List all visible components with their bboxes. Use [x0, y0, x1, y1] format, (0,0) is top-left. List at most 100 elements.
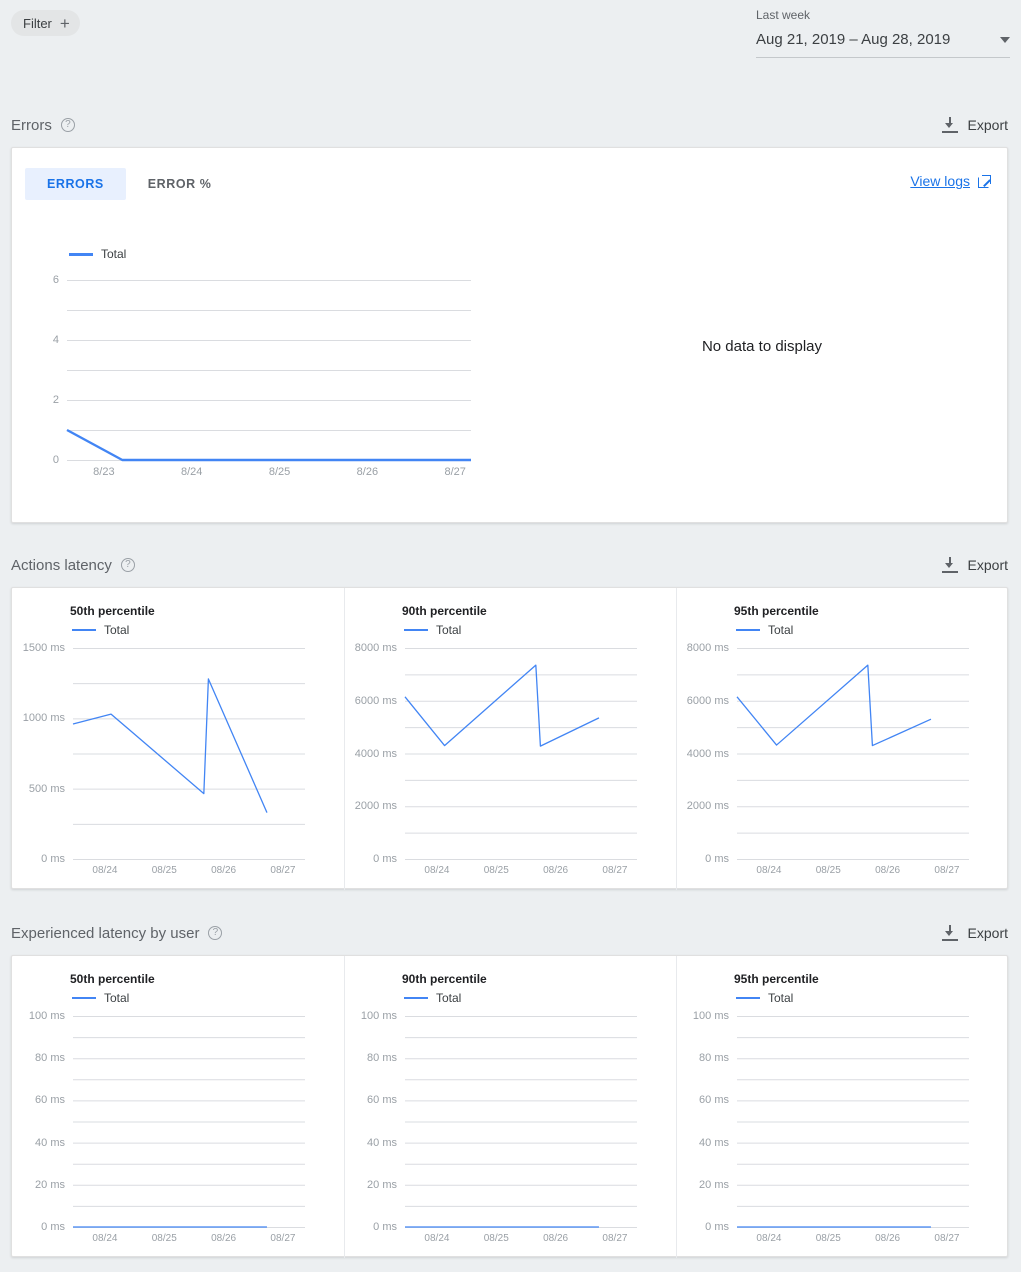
chart-plot-area	[404, 648, 637, 860]
date-range-label: Last week	[756, 8, 811, 22]
chart-user-p50: 50th percentile Total 0 ms 20 ms 40 ms 60 ms 8…	[12, 956, 344, 1258]
chart-legend: Total	[69, 247, 126, 261]
plus-icon: +	[59, 13, 70, 33]
x-axis-tick-label: 08/27	[602, 1233, 628, 1244]
legend-label: Total	[768, 991, 794, 1005]
x-axis-tick-label: 08/25	[815, 865, 841, 876]
chart-legend: Total	[404, 991, 461, 1005]
chart-plot-area	[737, 1016, 969, 1228]
x-axis-tick-label: 08/26	[211, 865, 237, 876]
chevron-down-icon[interactable]	[1000, 37, 1010, 43]
export-label: Export	[967, 925, 1008, 941]
y-axis-tick-label: 0 ms	[373, 1221, 397, 1233]
x-axis-tick-label: 08/27	[934, 1233, 960, 1244]
date-range-selector[interactable]: Last week Aug 21, 2019 – Aug 28, 2019	[756, 8, 1010, 58]
legend-swatch	[69, 252, 93, 256]
divider	[676, 588, 677, 890]
y-axis-tick-label: 100 ms	[360, 1010, 397, 1022]
y-axis-tick-label: 80 ms	[699, 1052, 729, 1065]
data-series-line	[66, 428, 471, 462]
chart-actions-p50: 50th percentile Total 0 ms 500 ms 1000 ms 150…	[12, 588, 344, 890]
y-axis-tick-label: 20 ms	[699, 1178, 729, 1191]
legend-swatch	[404, 997, 428, 999]
download-icon	[941, 557, 958, 573]
legend-swatch	[736, 629, 760, 631]
chart-legend: Total	[72, 623, 129, 637]
data-series-line	[72, 678, 268, 813]
x-axis-tick-label: 08/24	[756, 1233, 782, 1244]
date-range-value: Aug 21, 2019 – Aug 28, 2019	[756, 31, 951, 48]
x-axis-tick-label: 08/26	[543, 865, 569, 876]
chart-plot-area	[66, 280, 471, 462]
y-axis-tick-label: 8000 ms	[686, 642, 729, 654]
x-axis-tick-label: 08/27	[602, 865, 628, 876]
help-icon[interactable]: ?	[208, 926, 223, 940]
x-axis-tick-label: 8/25	[268, 466, 291, 478]
y-axis-tick-label: 2000 ms	[354, 800, 397, 813]
filter-label: Filter	[23, 15, 52, 31]
chart-title: 50th percentile	[70, 604, 155, 618]
chart-plot-area	[72, 648, 305, 860]
y-axis-tick-label: 1000 ms	[22, 712, 65, 725]
divider	[344, 956, 345, 1258]
export-button-errors[interactable]: Export	[941, 110, 1008, 140]
x-axis-tick-label: 08/24	[92, 865, 118, 876]
data-series-line	[736, 664, 932, 747]
legend-label: Total	[104, 991, 130, 1005]
y-axis-tick-label: 80 ms	[367, 1052, 397, 1065]
x-axis-tick-label: 08/24	[424, 1233, 450, 1244]
page-title-actions-latency: Actions latency	[11, 556, 112, 574]
legend-swatch	[72, 997, 96, 999]
x-axis-tick-label: 08/27	[270, 1233, 296, 1244]
y-axis-tick-label: 0 ms	[373, 853, 397, 865]
chart-title: 90th percentile	[402, 604, 487, 618]
data-series-line	[404, 664, 600, 747]
chart-title: 90th percentile	[402, 972, 487, 986]
view-logs-link[interactable]: View logs	[910, 173, 991, 189]
download-icon	[941, 117, 958, 133]
help-icon[interactable]: ?	[120, 558, 135, 572]
y-axis-tick-label: 100 ms	[692, 1010, 729, 1022]
x-axis-tick-label: 08/24	[92, 1233, 118, 1244]
x-axis-tick-label: 08/25	[483, 865, 509, 876]
date-range-field[interactable]: Aug 21, 2019 – Aug 28, 2019	[756, 31, 1010, 58]
y-axis-tick-label: 500 ms	[28, 782, 65, 795]
experienced-latency-card: 50th percentile Total 0 ms 20 ms 40 ms 60 ms 8…	[11, 955, 1008, 1258]
errors-section-header: Errors ? Export	[0, 110, 1021, 140]
export-button-experienced-latency[interactable]: Export	[941, 918, 1008, 948]
x-axis-tick-label: 08/24	[756, 865, 782, 876]
tab-error-percent[interactable]: ERROR %	[147, 177, 212, 191]
chart-plot-area	[736, 648, 969, 860]
chart-plot-area	[73, 1016, 305, 1228]
x-axis-tick-label: 08/27	[934, 865, 960, 876]
y-axis-tick-label: 6	[52, 274, 59, 286]
view-logs-label: View logs	[910, 173, 970, 189]
export-label: Export	[967, 557, 1008, 573]
tab-errors[interactable]: ERRORS	[25, 168, 126, 200]
y-axis-tick-label: 0	[52, 454, 59, 466]
x-axis-tick-label: 08/26	[543, 1233, 569, 1244]
y-axis-tick-label: 80 ms	[35, 1052, 65, 1065]
x-axis-tick-label: 08/24	[424, 865, 450, 876]
legend-label: Total	[104, 623, 130, 637]
x-axis-tick-label: 8/27	[444, 466, 466, 478]
chart-title: 95th percentile	[734, 972, 819, 986]
download-icon	[941, 925, 958, 941]
chart-legend: Total	[736, 623, 793, 637]
legend-swatch	[736, 997, 760, 999]
export-button-actions-latency[interactable]: Export	[941, 550, 1008, 580]
x-axis-tick-label: 08/26	[875, 865, 901, 876]
filter-button[interactable]: Filter +	[11, 10, 80, 36]
y-axis-tick-label: 1500 ms	[22, 642, 65, 654]
y-axis-tick-label: 0 ms	[41, 1221, 65, 1233]
y-axis-tick-label: 40 ms	[699, 1136, 729, 1149]
legend-swatch	[404, 629, 428, 631]
toolbar: Filter + Last week Aug 21, 2019 – Aug 28…	[0, 0, 1021, 92]
experienced-latency-section-header: Experienced latency by user ? Export	[0, 918, 1021, 948]
y-axis-tick-label: 0 ms	[705, 853, 729, 865]
y-axis-tick-label: 20 ms	[35, 1178, 65, 1191]
x-axis-tick-label: 8/24	[180, 466, 203, 478]
chart-actions-p90: 90th percentile Total 0 ms 2000 ms 4000 ms 60…	[344, 588, 676, 890]
help-icon[interactable]: ?	[60, 118, 75, 132]
external-link-icon	[978, 174, 991, 188]
